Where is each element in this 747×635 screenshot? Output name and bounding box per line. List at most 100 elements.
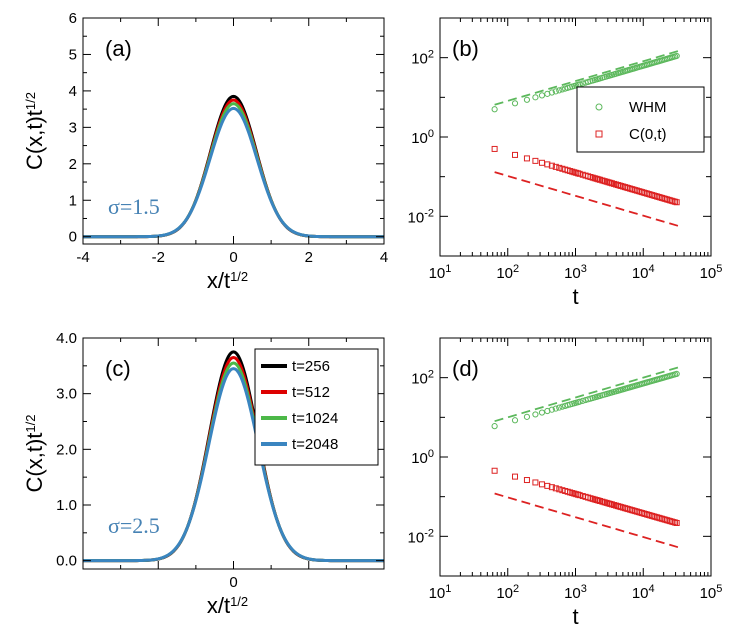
- data-point-whm: [523, 96, 531, 103]
- y-tick-label: 10-2: [408, 207, 434, 226]
- x-tick-label: 105: [700, 263, 723, 282]
- legend-entry: t=256: [292, 358, 330, 375]
- x-tick-label: 2: [305, 249, 313, 266]
- series-line-t=2048: [83, 106, 384, 239]
- reference-line: [494, 50, 679, 106]
- x-tick-label: 102: [496, 583, 519, 602]
- data-point-whm: [673, 52, 680, 60]
- y-tick-label: 5: [69, 46, 77, 63]
- x-tick-label: 105: [700, 583, 723, 602]
- data-point-whm: [559, 403, 566, 410]
- data-point-whm: [511, 100, 519, 107]
- data-point-c0: [523, 155, 530, 162]
- legend-entry: t=512: [292, 384, 330, 401]
- x-axis-label: x/t1/2: [207, 268, 248, 293]
- data-point-c0: [611, 180, 618, 187]
- y-tick-label: 2.0: [56, 441, 77, 458]
- legend-entry: t=2048: [292, 436, 338, 453]
- x-tick-label: 4: [380, 249, 388, 266]
- panel-a: 0 1 2 3 4 5 6 -4 -2 0 2 4 x/t1/2 C(x,t)t1/2 (a) σ=1.5: [22, 10, 388, 293]
- y-tick-label: 4.0: [56, 330, 77, 347]
- x-tick-label: 0: [229, 249, 237, 266]
- data-point-c0: [538, 481, 545, 488]
- y-tick-label: 10-2: [408, 527, 434, 546]
- panel-label: (b): [452, 36, 479, 61]
- data-point-c0: [573, 169, 580, 176]
- panel-label: (c): [105, 356, 131, 381]
- data-point-whm: [538, 409, 546, 416]
- legend-entry: C(0,t): [629, 126, 667, 143]
- y-tick-label: 102: [411, 49, 434, 68]
- data-point-c0: [512, 473, 519, 480]
- y-tick-label: 0.0: [56, 553, 77, 570]
- x-tick-label: 0: [229, 574, 237, 591]
- data-point-c0: [611, 502, 618, 509]
- panel-label: (a): [105, 36, 132, 61]
- x-tick-label: -4: [76, 249, 89, 266]
- data-point-whm: [559, 86, 566, 93]
- series-line-t=2048: [83, 367, 384, 563]
- legend-entry: WHM: [629, 99, 667, 116]
- data-point-c0: [548, 484, 555, 491]
- x-tick-label: -2: [152, 249, 165, 266]
- data-point-whm: [523, 413, 531, 420]
- y-tick-label: 100: [411, 448, 434, 467]
- data-point-c0: [552, 163, 559, 170]
- data-point-c0: [673, 519, 680, 526]
- y-tick-label: 6: [69, 10, 77, 27]
- data-point-whm: [552, 405, 559, 412]
- data-point-c0: [548, 162, 555, 169]
- data-point-c0: [523, 477, 530, 484]
- data-point-c0: [491, 467, 498, 474]
- y-tick-label: 4: [69, 83, 77, 100]
- x-axis-label: t: [572, 604, 578, 629]
- data-point-c0: [512, 151, 519, 158]
- data-point-whm: [576, 398, 583, 405]
- legend-box: [576, 86, 705, 153]
- panel-label: (d): [452, 356, 479, 381]
- data-point-whm: [556, 87, 563, 94]
- reference-line: [494, 171, 679, 227]
- data-point-c0: [532, 157, 539, 164]
- sigma-annotation: σ=1.5: [108, 194, 160, 219]
- data-point-whm: [511, 417, 519, 424]
- y-tick-label: 1.0: [56, 497, 77, 514]
- data-point-c0: [538, 159, 545, 166]
- data-point-whm: [673, 370, 680, 377]
- data-point-whm: [579, 397, 586, 404]
- y-tick-label: 3: [69, 119, 77, 136]
- data-point-whm: [532, 411, 539, 418]
- data-point-whm: [491, 423, 498, 430]
- data-point-c0: [573, 491, 580, 498]
- data-point-c0: [532, 479, 539, 486]
- data-point-c0: [576, 492, 583, 499]
- y-tick-label: 3.0: [56, 386, 77, 403]
- x-tick-label: 102: [496, 263, 519, 282]
- x-tick-label: 104: [632, 583, 655, 602]
- panel-c: 0.0 1.0 2.0 3.0 4.0 0 x/t1/2 C(x,t)t1/2 (c) σ=2.5…: [22, 330, 385, 618]
- legend-marker: [595, 130, 603, 138]
- panel-d: 101 102 103 104 105 10-2 100 102 t (d): [408, 337, 723, 629]
- data-point-c0: [556, 164, 563, 171]
- data-point-c0: [556, 486, 563, 493]
- x-tick-label: 103: [564, 583, 587, 602]
- data-point-c0: [491, 145, 498, 152]
- data-point-whm: [548, 406, 555, 413]
- data-point-c0: [605, 500, 612, 507]
- legend-entry: t=1024: [292, 410, 338, 427]
- x-tick-label: 104: [632, 263, 655, 282]
- y-tick-label: 1: [69, 192, 77, 209]
- data-point-c0: [552, 485, 559, 492]
- y-tick-label: 2: [69, 156, 77, 173]
- data-point-c0: [673, 199, 680, 206]
- data-point-whm: [548, 89, 555, 96]
- data-point-whm: [556, 404, 563, 411]
- data-point-whm: [532, 94, 539, 101]
- data-point-c0: [605, 179, 612, 186]
- data-point-c0: [593, 175, 600, 182]
- x-axis-label: t: [572, 284, 578, 309]
- data-point-whm: [491, 106, 498, 113]
- x-tick-label: 101: [429, 263, 452, 282]
- legend-marker: [595, 103, 603, 111]
